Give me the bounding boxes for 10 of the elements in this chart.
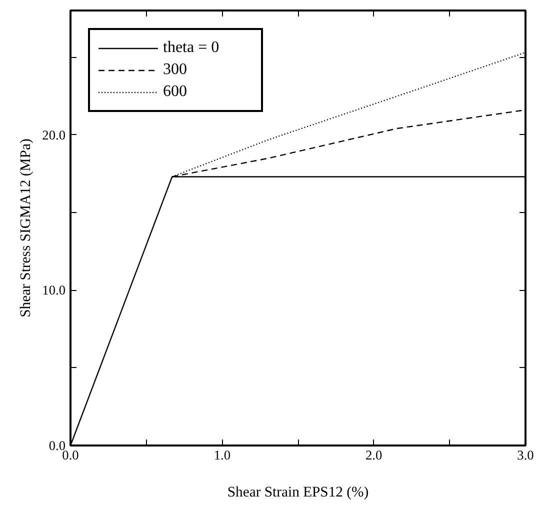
legend-label: 300 [163, 61, 188, 79]
x-tick-label: 2.0 [366, 448, 382, 462]
x-tick-label: 3.0 [517, 448, 534, 462]
legend-label: theta = 0 [163, 39, 220, 57]
y-tick-label: 20.0 [42, 127, 66, 142]
y-tick-label: 10.0 [42, 282, 66, 298]
legend-label: 600 [163, 83, 188, 101]
x-axis-title: Shear Strain EPS12 (%) [227, 484, 369, 500]
x-tick-label: 1.0 [214, 448, 231, 462]
y-axis-title: Shear Stress SIGMA12 (MPa) [18, 138, 34, 318]
